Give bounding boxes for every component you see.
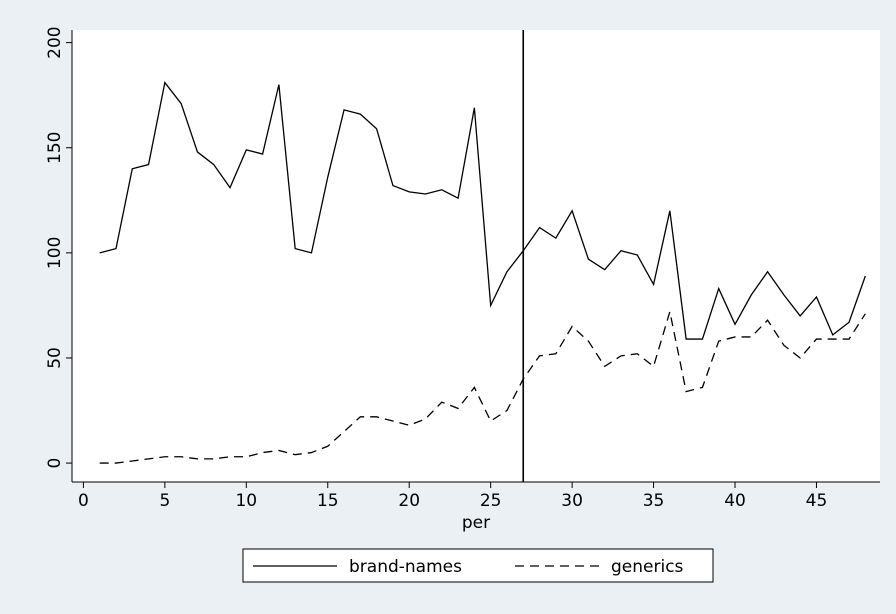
legend-label: generics [611, 557, 684, 577]
x-tick-label: 35 [643, 491, 665, 511]
series-line [99, 81, 866, 340]
x-tick-label: 10 [235, 491, 257, 511]
series-line [99, 311, 866, 464]
x-tick-label: 0 [78, 491, 89, 511]
y-tick-label: 100 [45, 237, 65, 269]
legend-label: brand-names [349, 557, 462, 577]
y-tick-label: 200 [45, 26, 65, 58]
x-tick-label: 45 [806, 491, 828, 511]
y-tick-label: 50 [45, 347, 65, 369]
x-tick-label: 25 [480, 491, 502, 511]
x-tick-label: 20 [398, 491, 420, 511]
plot-area [72, 30, 880, 482]
y-tick-label: 150 [45, 132, 65, 164]
x-tick-label: 30 [561, 491, 583, 511]
x-tick-label: 15 [317, 491, 339, 511]
y-tick-label: 0 [45, 458, 65, 469]
x-axis-label: per [462, 513, 490, 533]
x-tick-label: 5 [159, 491, 170, 511]
x-tick-label: 40 [724, 491, 746, 511]
